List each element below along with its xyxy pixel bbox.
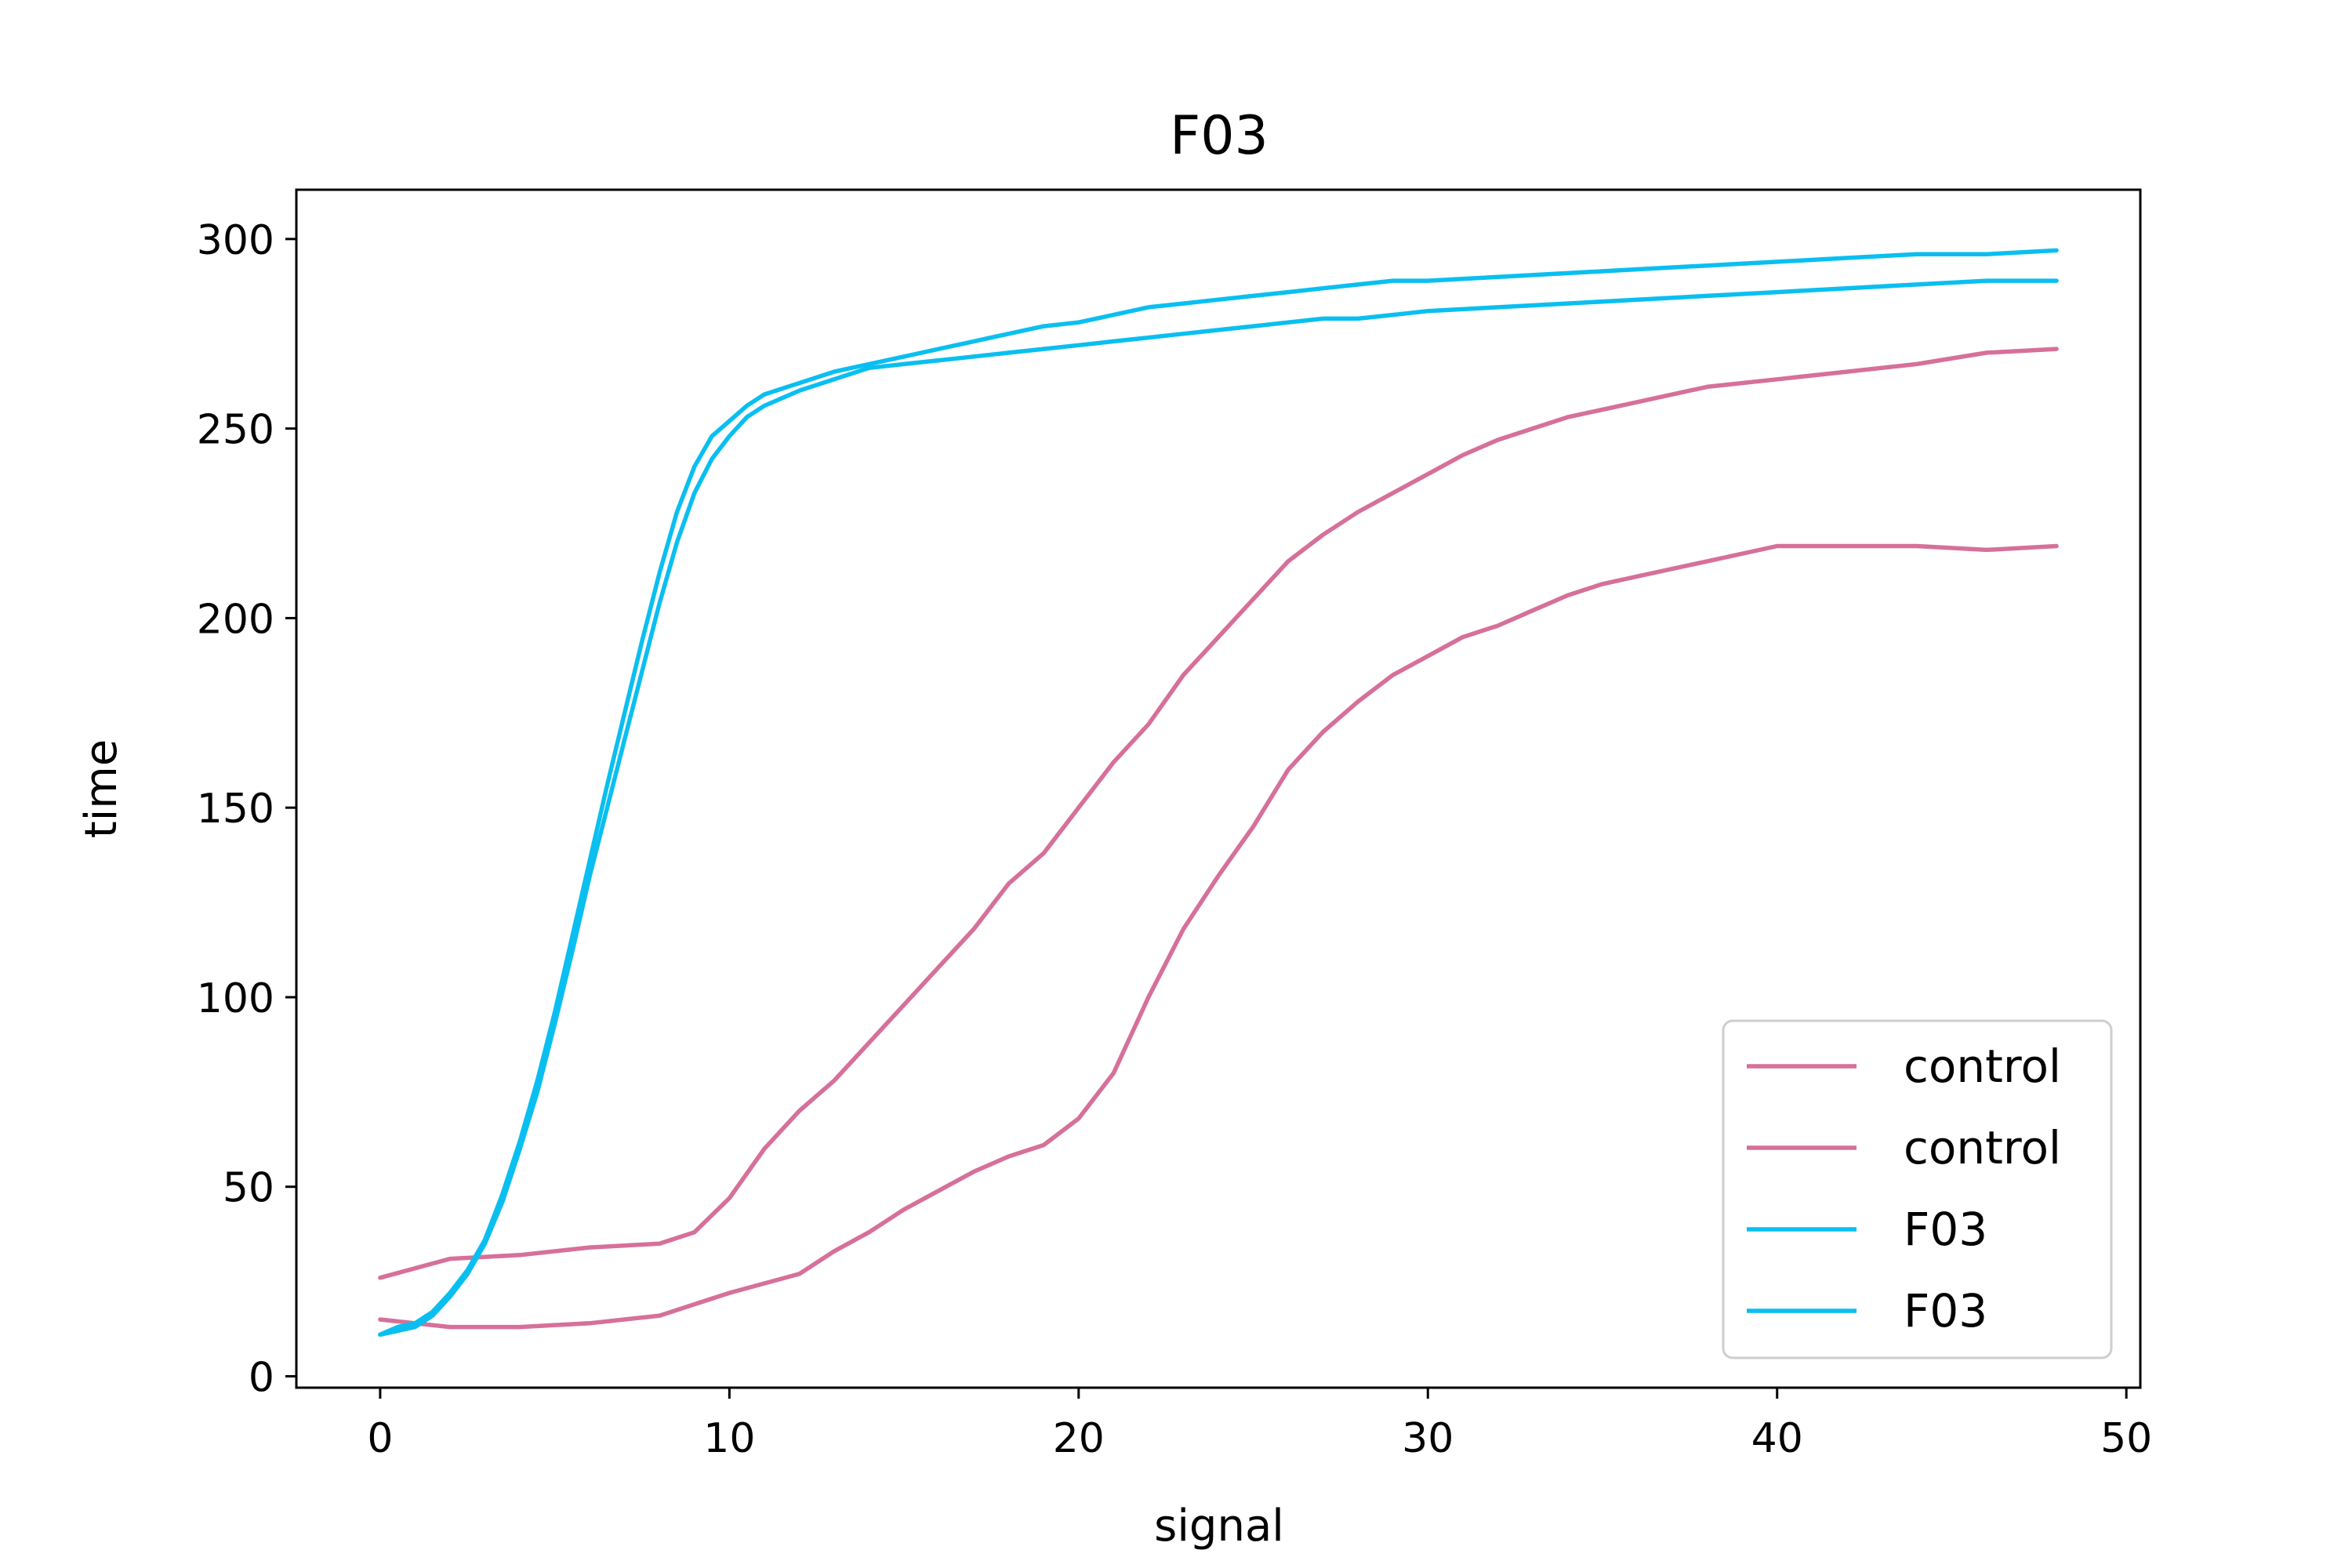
x-tick-label: 40 [1751, 1415, 1803, 1462]
series-line-2 [378, 543, 2059, 1330]
y-tick-label: 300 [197, 217, 274, 264]
x-tick-label: 0 [367, 1415, 393, 1462]
x-axis-title: signal [1154, 1501, 1284, 1552]
y-tick-label: 0 [249, 1354, 274, 1401]
series-layer [378, 248, 2059, 1338]
y-tick-label: 200 [197, 596, 274, 643]
series-line-1 [378, 347, 2059, 1280]
x-tick-label: 30 [1402, 1415, 1454, 1462]
legend-label-1: control [1904, 1040, 2061, 1093]
y-tick-label: 150 [197, 786, 274, 833]
y-tick-label: 100 [197, 975, 274, 1022]
chart-title: F03 [1170, 105, 1269, 167]
legend-label-3: F03 [1904, 1203, 1987, 1256]
legend-label-2: control [1904, 1121, 2061, 1174]
series-line-3 [378, 248, 2059, 1338]
plot-area-frame [295, 188, 2142, 1389]
y-tick-label: 250 [197, 407, 274, 454]
legend-label-4: F03 [1904, 1284, 1987, 1338]
x-axis-ticks: 0 10 20 30 40 50 [367, 1388, 2152, 1462]
series-line-4 [378, 278, 2059, 1338]
legend-box [1722, 1019, 2113, 1359]
y-tick-label: 50 [223, 1165, 274, 1212]
x-tick-label: 20 [1053, 1415, 1105, 1462]
x-tick-label: 50 [2100, 1415, 2152, 1462]
legend: control control F03 F03 [1722, 1019, 2113, 1359]
y-axis-title: time [76, 739, 127, 839]
y-axis-ticks: 0 50 100 150 200 250 300 [197, 217, 296, 1401]
x-tick-label: 10 [703, 1415, 755, 1462]
